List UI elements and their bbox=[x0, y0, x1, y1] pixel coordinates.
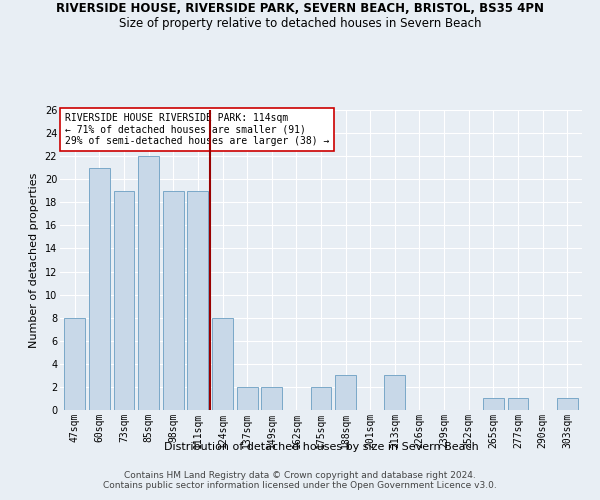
Text: Contains HM Land Registry data © Crown copyright and database right 2024.
Contai: Contains HM Land Registry data © Crown c… bbox=[103, 470, 497, 490]
Bar bbox=[64, 318, 85, 410]
Bar bbox=[113, 191, 134, 410]
Bar bbox=[187, 191, 208, 410]
Text: RIVERSIDE HOUSE RIVERSIDE PARK: 114sqm
← 71% of detached houses are smaller (91): RIVERSIDE HOUSE RIVERSIDE PARK: 114sqm ←… bbox=[65, 113, 329, 146]
Bar bbox=[261, 387, 282, 410]
Bar bbox=[212, 318, 233, 410]
Bar bbox=[311, 387, 331, 410]
Bar bbox=[335, 376, 356, 410]
Text: RIVERSIDE HOUSE, RIVERSIDE PARK, SEVERN BEACH, BRISTOL, BS35 4PN: RIVERSIDE HOUSE, RIVERSIDE PARK, SEVERN … bbox=[56, 2, 544, 16]
Bar bbox=[89, 168, 110, 410]
Bar bbox=[138, 156, 159, 410]
Bar bbox=[483, 398, 504, 410]
Y-axis label: Number of detached properties: Number of detached properties bbox=[29, 172, 39, 348]
Bar bbox=[508, 398, 529, 410]
Bar bbox=[236, 387, 257, 410]
Bar bbox=[163, 191, 184, 410]
Text: Distribution of detached houses by size in Severn Beach: Distribution of detached houses by size … bbox=[164, 442, 478, 452]
Bar bbox=[557, 398, 578, 410]
Bar bbox=[385, 376, 406, 410]
Text: Size of property relative to detached houses in Severn Beach: Size of property relative to detached ho… bbox=[119, 18, 481, 30]
